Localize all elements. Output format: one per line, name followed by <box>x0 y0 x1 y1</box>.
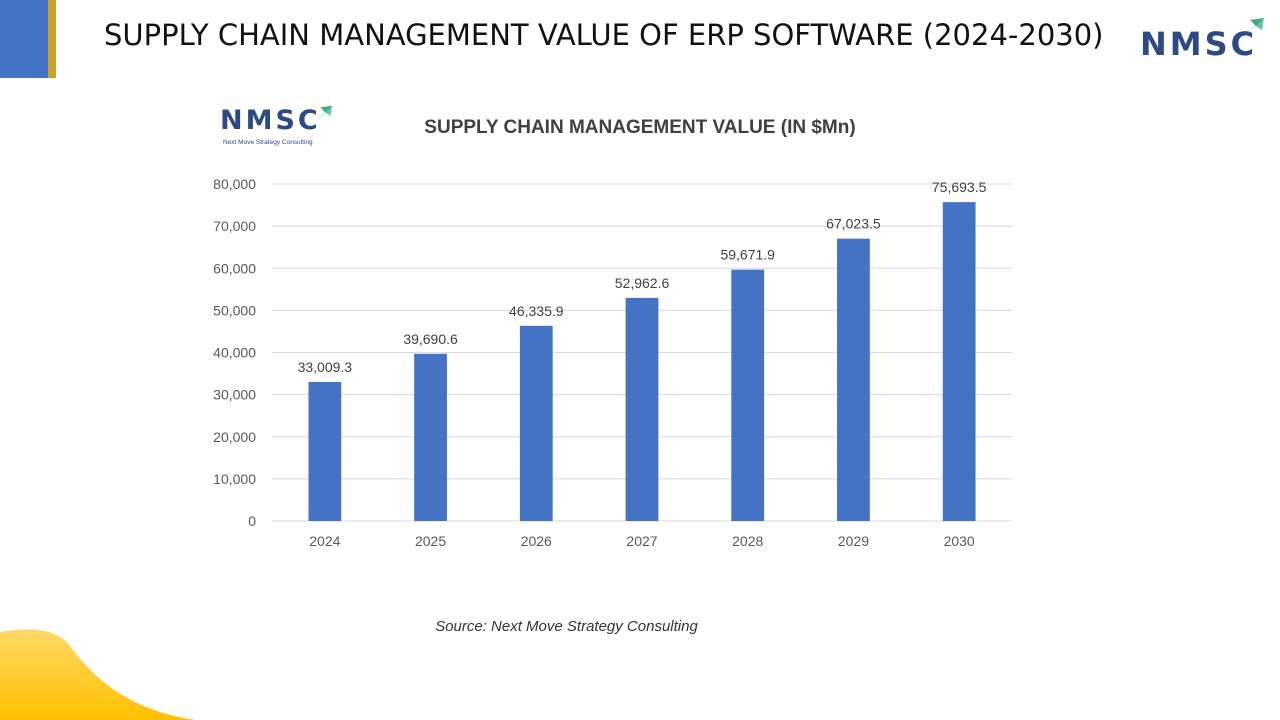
y-tick-label: 60,000 <box>213 260 256 276</box>
corner-accent-gold <box>48 0 56 78</box>
x-tick-label: 2026 <box>521 533 552 549</box>
data-label: 52,962.6 <box>615 275 670 291</box>
decorative-wave <box>0 629 195 720</box>
y-tick-label: 70,000 <box>213 218 256 234</box>
logo-arrow-icon <box>1240 18 1264 40</box>
logo-text: NMSC <box>1140 25 1258 63</box>
y-tick-label: 80,000 <box>213 176 256 192</box>
y-tick-label: 30,000 <box>213 387 256 403</box>
bar <box>308 381 342 521</box>
bar <box>731 269 765 521</box>
data-label: 67,023.5 <box>826 216 881 232</box>
y-tick-label: 20,000 <box>213 429 256 445</box>
data-label: 59,671.9 <box>720 247 775 263</box>
data-label: 46,335.9 <box>509 303 564 319</box>
y-tick-label: 0 <box>248 513 256 529</box>
x-tick-label: 2027 <box>626 533 657 549</box>
x-tick-label: 2024 <box>309 533 340 549</box>
data-label: 39,690.6 <box>403 331 458 347</box>
chart-title: SUPPLY CHAIN MANAGEMENT VALUE (IN $Mn) <box>424 117 856 138</box>
bar <box>414 353 447 521</box>
x-tick-label: 2028 <box>732 533 763 549</box>
x-tick-label: 2025 <box>415 533 446 549</box>
data-label: 75,693.5 <box>932 179 987 195</box>
bar <box>625 297 659 521</box>
y-tick-label: 10,000 <box>213 471 256 487</box>
logo-arrow-icon <box>311 105 333 125</box>
nmsc-logo-header: NMSC <box>1140 16 1264 64</box>
data-label: 33,009.3 <box>298 359 353 375</box>
bar <box>942 202 976 522</box>
x-tick-label: 2029 <box>838 533 869 549</box>
nmsc-logo-chart: NMSC Next Move Strategy Consulting <box>220 104 340 156</box>
source-note: Source: Next Move Strategy Consulting <box>435 618 698 635</box>
y-tick-label: 40,000 <box>213 345 256 361</box>
corner-accent-blue <box>0 0 48 78</box>
bar <box>837 238 870 521</box>
corner-accent <box>0 0 56 78</box>
bar <box>519 325 553 521</box>
logo-tagline: Next Move Strategy Consulting <box>223 139 313 146</box>
x-tick-label: 2030 <box>944 533 975 549</box>
y-tick-label: 50,000 <box>213 302 256 318</box>
slide-title: SUPPLY CHAIN MANAGEMENT VALUE OF ERP SOF… <box>104 18 1104 52</box>
logo-text: NMSC <box>220 105 321 136</box>
